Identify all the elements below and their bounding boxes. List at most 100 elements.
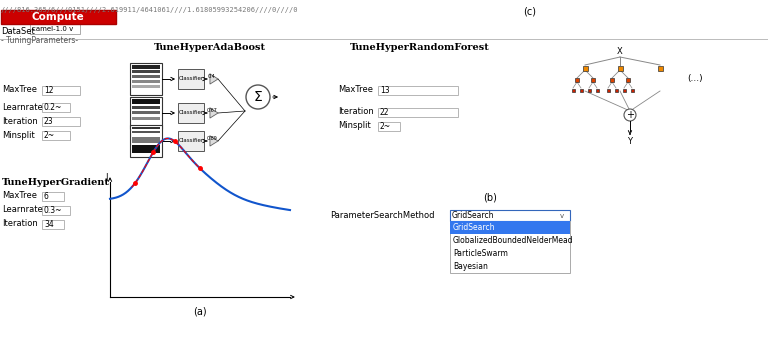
- Text: TuneHyperGradient: TuneHyperGradient: [2, 178, 110, 187]
- Text: ////816.365/6///0151////2.619911/4641061////1.61805993254206////0////0: ////816.365/6///0151////2.619911/4641061…: [1, 7, 299, 13]
- Text: TuneHyperAdaBoost: TuneHyperAdaBoost: [154, 43, 266, 52]
- Bar: [582, 66, 588, 71]
- Text: TuneHyperRandomForest: TuneHyperRandomForest: [350, 43, 490, 52]
- Bar: [132, 131, 160, 133]
- Bar: [631, 89, 634, 92]
- Text: 0.89: 0.89: [207, 137, 217, 142]
- Bar: [1, 10, 116, 24]
- Bar: [610, 78, 614, 82]
- Bar: [575, 78, 579, 82]
- Bar: [130, 63, 162, 95]
- Bar: [132, 106, 160, 109]
- Bar: [132, 117, 160, 120]
- Bar: [614, 89, 617, 92]
- Bar: [580, 89, 582, 92]
- Text: MaxTree: MaxTree: [2, 86, 37, 95]
- Bar: [132, 65, 160, 69]
- Text: Classifier: Classifier: [178, 111, 204, 116]
- Text: Compute: Compute: [31, 12, 84, 22]
- Bar: [378, 122, 400, 131]
- Text: ParameterSearchMethod: ParameterSearchMethod: [330, 211, 435, 219]
- Text: Σ: Σ: [253, 90, 263, 104]
- Text: ParticleSwarm: ParticleSwarm: [453, 249, 508, 258]
- Text: GlobalizedBoundedNelderMead: GlobalizedBoundedNelderMead: [453, 236, 574, 245]
- Bar: [378, 108, 458, 117]
- Text: +: +: [626, 110, 634, 120]
- Text: J: J: [105, 172, 108, 182]
- Bar: [132, 137, 160, 143]
- Bar: [450, 210, 570, 221]
- Text: Y: Y: [627, 137, 633, 145]
- Bar: [591, 78, 595, 82]
- Text: Iteration: Iteration: [2, 117, 38, 125]
- Text: (a): (a): [194, 306, 207, 316]
- Text: (c): (c): [523, 7, 536, 17]
- Bar: [132, 80, 160, 83]
- Text: 22: 22: [380, 108, 389, 117]
- Text: 12: 12: [44, 86, 54, 95]
- Text: DataSet: DataSet: [1, 27, 35, 36]
- Bar: [42, 220, 64, 229]
- Text: 2~: 2~: [44, 131, 55, 140]
- Text: 6: 6: [44, 192, 49, 201]
- Bar: [588, 89, 591, 92]
- Text: Classifier: Classifier: [178, 76, 204, 81]
- Bar: [130, 125, 162, 157]
- Bar: [132, 85, 160, 88]
- Text: Learnrate: Learnrate: [2, 206, 43, 215]
- Text: 0.4: 0.4: [208, 74, 216, 79]
- Bar: [42, 131, 70, 140]
- Circle shape: [246, 85, 270, 109]
- Bar: [132, 99, 160, 104]
- Text: MaxTree: MaxTree: [338, 86, 373, 95]
- Text: Bayesian: Bayesian: [453, 262, 488, 271]
- Text: 34: 34: [44, 220, 54, 229]
- Text: GridSearch: GridSearch: [452, 211, 495, 220]
- Bar: [607, 89, 610, 92]
- Bar: [132, 127, 160, 129]
- Bar: [178, 103, 204, 123]
- Text: Iteration: Iteration: [2, 219, 38, 228]
- Text: GridSearch: GridSearch: [453, 223, 495, 232]
- Bar: [42, 103, 70, 112]
- Text: MaxTree: MaxTree: [2, 192, 37, 200]
- Bar: [178, 131, 204, 151]
- Bar: [132, 145, 160, 153]
- Bar: [132, 111, 160, 114]
- Bar: [450, 221, 570, 273]
- Text: 13: 13: [380, 86, 389, 95]
- Text: Classifier: Classifier: [178, 139, 204, 144]
- Bar: [42, 192, 64, 201]
- Polygon shape: [210, 74, 218, 84]
- Bar: [132, 75, 160, 78]
- Text: Learnrate: Learnrate: [2, 102, 43, 112]
- Text: - TuningParameters-: - TuningParameters-: [1, 36, 78, 45]
- Bar: [132, 70, 160, 73]
- Bar: [130, 97, 162, 129]
- Text: (b): (b): [483, 193, 497, 203]
- Text: camel-1.0 v: camel-1.0 v: [32, 26, 73, 32]
- Bar: [595, 89, 598, 92]
- Text: 23: 23: [44, 117, 54, 126]
- Bar: [623, 89, 625, 92]
- Bar: [178, 69, 204, 89]
- Text: X: X: [617, 48, 623, 56]
- Bar: [626, 78, 630, 82]
- Bar: [42, 206, 70, 215]
- Bar: [617, 66, 623, 71]
- Text: 0.3~: 0.3~: [44, 206, 62, 215]
- Bar: [378, 86, 458, 95]
- Bar: [571, 89, 574, 92]
- Text: 0.67: 0.67: [207, 108, 217, 114]
- Polygon shape: [210, 108, 218, 118]
- Text: Minsplit: Minsplit: [2, 130, 35, 140]
- Bar: [42, 117, 80, 126]
- Text: Iteration: Iteration: [338, 107, 374, 117]
- Bar: [450, 221, 570, 234]
- Text: (...): (...): [687, 73, 703, 82]
- Polygon shape: [210, 136, 218, 146]
- Text: Minsplit: Minsplit: [338, 121, 371, 130]
- Text: 0.2~: 0.2~: [44, 103, 62, 112]
- Text: 2~: 2~: [380, 122, 391, 131]
- Circle shape: [624, 109, 636, 121]
